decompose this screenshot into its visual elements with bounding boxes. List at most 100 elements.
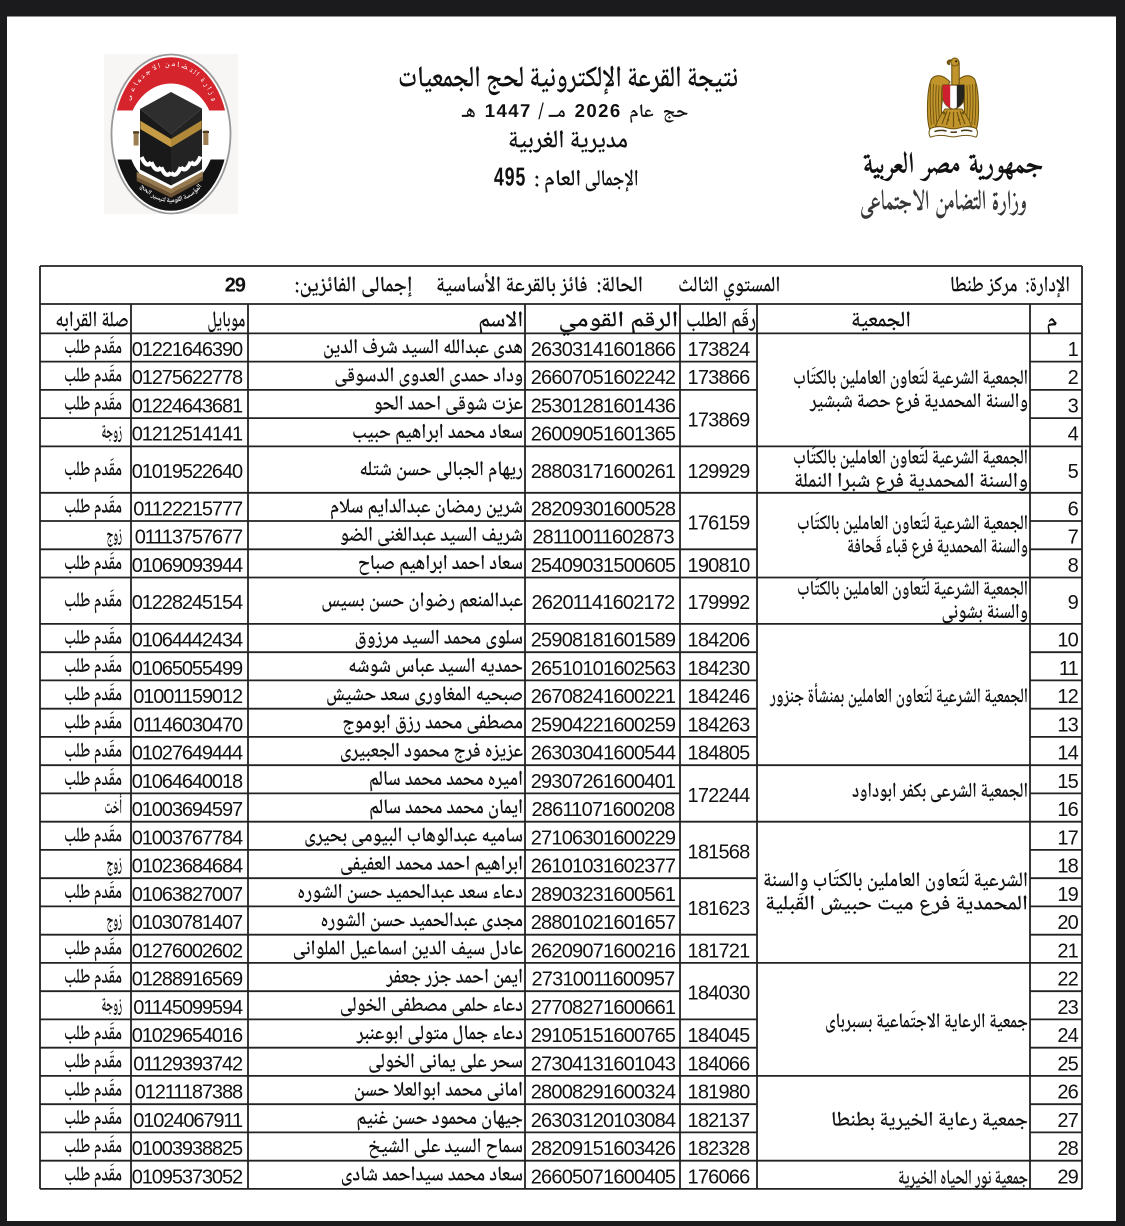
svg-text:26607051602242: 26607051602242 — [531, 367, 676, 389]
svg-text:27304131601043: 27304131601043 — [531, 1053, 676, 1075]
svg-text:6: 6 — [1068, 498, 1079, 520]
svg-text:01065055499: 01065055499 — [132, 658, 243, 680]
svg-text:13: 13 — [1057, 714, 1078, 736]
svg-text:28008291600324: 28008291600324 — [531, 1082, 676, 1104]
svg-text:2: 2 — [1068, 367, 1079, 389]
svg-text:25301281601436: 25301281601436 — [531, 396, 676, 418]
svg-text:17: 17 — [1057, 827, 1078, 849]
svg-text:1: 1 — [1068, 339, 1079, 361]
svg-text:01003694597: 01003694597 — [132, 799, 243, 821]
svg-text:01211187388: 01211187388 — [135, 1082, 243, 1104]
svg-text:01122215777: 01122215777 — [133, 498, 243, 520]
svg-text:29: 29 — [1057, 1166, 1078, 1188]
svg-text:27708271600661: 27708271600661 — [531, 997, 676, 1019]
svg-text:4: 4 — [1068, 424, 1079, 446]
svg-text:173824: 173824 — [688, 339, 751, 361]
svg-text:01064442434: 01064442434 — [132, 630, 243, 652]
svg-text:184805: 184805 — [688, 743, 751, 765]
svg-text:5: 5 — [1068, 461, 1079, 483]
svg-text:01145099594: 01145099594 — [133, 997, 243, 1019]
svg-text:28611071600208: 28611071600208 — [531, 799, 675, 821]
svg-text:28801021601657: 28801021601657 — [531, 912, 676, 934]
svg-text:181980: 181980 — [688, 1082, 751, 1104]
svg-text:26009051601365: 26009051601365 — [531, 424, 676, 446]
svg-text:19: 19 — [1057, 884, 1078, 906]
svg-text:27106301600229: 27106301600229 — [531, 827, 676, 849]
svg-text:25: 25 — [1057, 1053, 1078, 1075]
svg-text:01275622778: 01275622778 — [132, 367, 243, 389]
svg-text:182328: 182328 — [688, 1138, 751, 1160]
svg-text:181721: 181721 — [688, 940, 751, 962]
svg-text:01030781407: 01030781407 — [132, 912, 243, 934]
svg-text:26209071600216: 26209071600216 — [531, 940, 676, 962]
svg-text:01069093944: 01069093944 — [132, 555, 243, 577]
svg-text:01288916569: 01288916569 — [132, 969, 243, 991]
svg-text:10: 10 — [1057, 630, 1078, 652]
svg-text:01027649444: 01027649444 — [132, 743, 243, 765]
svg-text:01024067911: 01024067911 — [133, 1110, 243, 1132]
svg-text:182137: 182137 — [688, 1110, 751, 1132]
svg-text:23: 23 — [1057, 997, 1078, 1019]
svg-text:24: 24 — [1057, 1025, 1078, 1047]
svg-text:15: 15 — [1057, 771, 1078, 793]
svg-text:01146030470: 01146030470 — [133, 714, 243, 736]
svg-text:12: 12 — [1057, 686, 1078, 708]
svg-text:26303041600544: 26303041600544 — [531, 743, 676, 765]
svg-text:01003938825: 01003938825 — [132, 1138, 243, 1160]
svg-text:01003767784: 01003767784 — [132, 827, 243, 849]
svg-text:179992: 179992 — [688, 592, 751, 614]
svg-text:28: 28 — [1057, 1138, 1078, 1160]
svg-text:01064640018: 01064640018 — [132, 771, 243, 793]
svg-text:129929: 129929 — [688, 461, 751, 483]
svg-text:01023684684: 01023684684 — [132, 856, 243, 878]
svg-text:14: 14 — [1057, 743, 1078, 765]
svg-text:01276002602: 01276002602 — [132, 940, 243, 962]
svg-text:173866: 173866 — [688, 367, 751, 389]
svg-text:184045: 184045 — [688, 1025, 751, 1047]
svg-text:26: 26 — [1057, 1082, 1078, 1104]
svg-text:27: 27 — [1057, 1110, 1078, 1132]
svg-text:3: 3 — [1068, 396, 1079, 418]
svg-text:01095373052: 01095373052 — [132, 1166, 243, 1188]
svg-text:25908181601589: 25908181601589 — [531, 630, 676, 652]
svg-text:184263: 184263 — [688, 714, 751, 736]
svg-text:7: 7 — [1068, 527, 1079, 549]
svg-text:26201141602172: 26201141602172 — [531, 592, 675, 614]
svg-text:28209301600528: 28209301600528 — [531, 498, 676, 520]
svg-text:01029654016: 01029654016 — [132, 1025, 243, 1047]
svg-text:01019522640: 01019522640 — [132, 461, 243, 483]
svg-text:9: 9 — [1068, 592, 1079, 614]
svg-text:184246: 184246 — [688, 686, 751, 708]
svg-text:01228245154: 01228245154 — [132, 592, 243, 614]
svg-text:26708241600221: 26708241600221 — [531, 686, 676, 708]
svg-text:26303141601866: 26303141601866 — [531, 339, 676, 361]
svg-text:21: 21 — [1057, 940, 1078, 962]
svg-text:01129393742: 01129393742 — [133, 1053, 243, 1075]
svg-text:181623: 181623 — [688, 898, 751, 920]
svg-text:184066: 184066 — [688, 1053, 751, 1075]
svg-text:29105151600765: 29105151600765 — [531, 1025, 676, 1047]
svg-text:181568: 181568 — [688, 841, 751, 863]
svg-text:172244: 172244 — [688, 785, 751, 807]
svg-text:184230: 184230 — [688, 658, 751, 680]
svg-text:184206: 184206 — [688, 630, 751, 652]
svg-text:28110011602873: 28110011602873 — [532, 527, 674, 549]
svg-text:27310011600957: 27310011600957 — [531, 969, 675, 991]
svg-text:28803171600261: 28803171600261 — [531, 461, 676, 483]
svg-text:26101031602377: 26101031602377 — [531, 856, 676, 878]
svg-text:01212514141: 01212514141 — [132, 424, 243, 446]
svg-text:176066: 176066 — [688, 1166, 751, 1188]
svg-text:01224643681: 01224643681 — [132, 396, 243, 418]
svg-text:25409031500605: 25409031500605 — [531, 555, 676, 577]
svg-text:01001159012: 01001159012 — [133, 686, 243, 708]
svg-text:18: 18 — [1057, 856, 1078, 878]
svg-text:01221646390: 01221646390 — [132, 339, 243, 361]
svg-text:176159: 176159 — [688, 513, 751, 535]
svg-text:29307261600401: 29307261600401 — [531, 771, 676, 793]
svg-text:16: 16 — [1057, 799, 1078, 821]
svg-text:01113757677: 01113757677 — [135, 527, 243, 549]
svg-text:01063827007: 01063827007 — [132, 884, 243, 906]
svg-text:25904221600259: 25904221600259 — [531, 714, 676, 736]
svg-text:26510101602563: 26510101602563 — [531, 658, 676, 680]
svg-text:173869: 173869 — [688, 410, 751, 432]
